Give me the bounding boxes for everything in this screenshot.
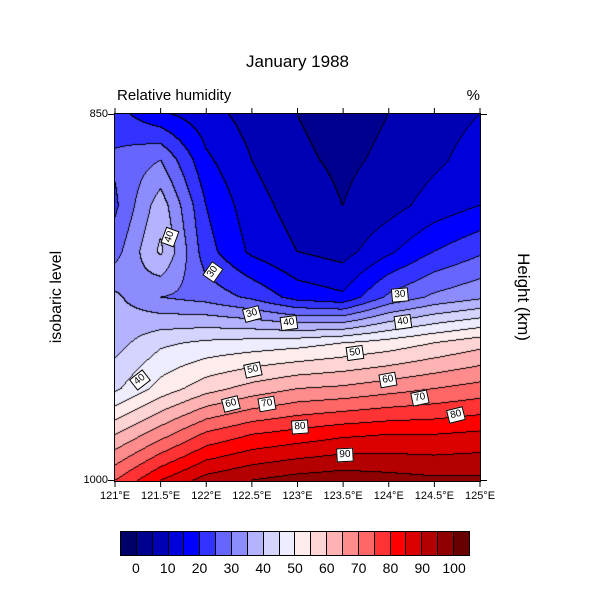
- colorbar-tick-label: 90: [414, 560, 431, 576]
- colorbar-cell: [184, 532, 201, 555]
- contour-label: 50: [345, 344, 365, 361]
- contour-label: 40: [393, 313, 413, 330]
- contour-label: 40: [279, 315, 299, 332]
- x-tick-label: 122°E: [191, 490, 222, 502]
- colorbar-tick-label: 80: [382, 560, 399, 576]
- variable-label: Relative humidity: [117, 87, 232, 104]
- colorbar-cell: [121, 532, 137, 555]
- contour-label: 70: [257, 395, 277, 413]
- contour-label: 80: [291, 419, 310, 435]
- units-label: %: [466, 87, 480, 104]
- colorbar-cell: [216, 532, 233, 555]
- right-axis-title: Height (km): [514, 253, 533, 341]
- colorbar-cell: [358, 532, 375, 555]
- colorbar-cell: [279, 532, 296, 555]
- colorbar-cell: [327, 532, 344, 555]
- contour-label: 60: [221, 395, 242, 413]
- plot-area: 40 30 30 40 30 40 50 50 40 60 60 70 70 80 80 90: [114, 113, 481, 482]
- colorbar-tick-label: 60: [319, 560, 335, 576]
- contour-label: 30: [202, 260, 224, 283]
- colorbar-tick-label: 50: [287, 560, 303, 576]
- contour-label: 30: [241, 305, 262, 324]
- colorbar-cell: [454, 532, 469, 555]
- x-tick-label: 121.5°E: [140, 490, 181, 502]
- colorbar-cell: [422, 532, 439, 555]
- contour-labels: 40 30 30 40 30 40 50 50 40 60 60 70 70 80 80 90: [115, 114, 480, 481]
- colorbar-cell: [374, 532, 391, 555]
- colorbar-cell: [343, 532, 359, 555]
- y-tick-label-1000: 1000: [83, 474, 108, 486]
- x-tick-label: 121°E: [99, 490, 131, 502]
- colorbar-cell: [152, 532, 169, 555]
- colorbar-tick-label: 20: [191, 560, 208, 576]
- contour-label: 40: [160, 226, 180, 248]
- x-tick-label: 125°E: [464, 490, 496, 502]
- x-tick-label: 122.5°E: [232, 490, 272, 502]
- colorbar-cell: [438, 532, 455, 555]
- colorbar-tick-label: 30: [223, 560, 240, 576]
- colorbar-cell: [295, 532, 312, 555]
- colorbar-cell: [263, 532, 280, 555]
- colorbar-cell: [168, 532, 185, 555]
- contour-label: 40: [128, 368, 151, 391]
- contour-label: 30: [390, 286, 410, 303]
- colorbar-tick-label: 40: [255, 560, 271, 576]
- colorbar-tick-label: 100: [442, 560, 466, 576]
- contour-label: 90: [336, 447, 354, 463]
- y-axis-title: isobaric level: [48, 250, 65, 344]
- colorbar-cell: [390, 532, 407, 555]
- contour-label: 60: [378, 371, 398, 389]
- colorbar-cell: [232, 532, 248, 555]
- x-tick-label: 124°E: [373, 490, 404, 502]
- colorbar-tick-label: 70: [350, 560, 367, 576]
- contour-label: 50: [243, 361, 263, 379]
- x-tick-label: 123.5°E: [323, 490, 363, 502]
- y-tick-label-850: 850: [89, 108, 108, 120]
- contour-label: 70: [410, 389, 430, 407]
- colorbar: [120, 531, 470, 556]
- colorbar-cell: [406, 532, 423, 555]
- x-tick-label: 123°E: [282, 490, 313, 502]
- colorbar-cell: [136, 532, 153, 555]
- colorbar-cell: [200, 532, 217, 555]
- chart-title: January 1988: [245, 52, 350, 71]
- contour-label: 80: [445, 406, 466, 424]
- colorbar-tick-label: 10: [159, 560, 176, 576]
- colorbar-cell: [311, 532, 328, 555]
- colorbar-cell: [247, 532, 264, 555]
- x-tick-label: 124.5°E: [414, 490, 455, 502]
- colorbar-tick-label: 0: [132, 560, 140, 576]
